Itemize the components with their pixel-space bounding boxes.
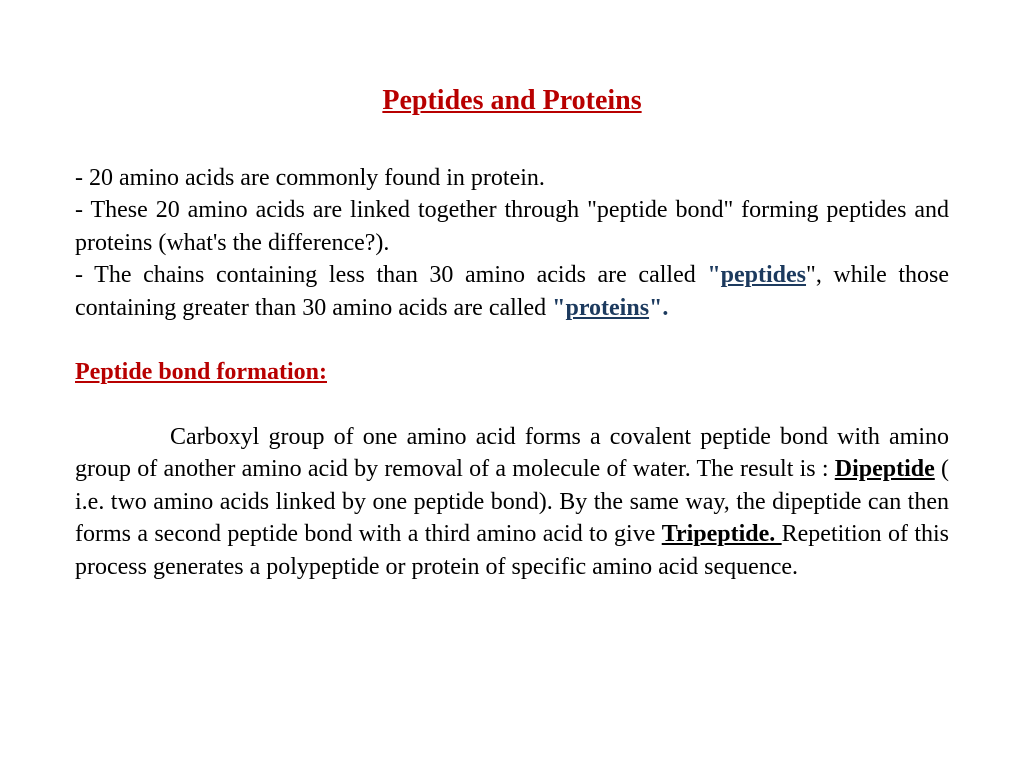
intro-line-1: - 20 amino acids are commonly found in p… [75,165,545,191]
quote-open-1: " [707,262,720,288]
peptides-term: peptides [721,262,806,288]
main-title: Peptides and Proteins [75,85,949,117]
body-part-1: Carboxyl group of one amino acid forms a… [75,424,949,482]
intro-line-2: - These 20 amino acids are linked togeth… [75,197,949,255]
quote-open-2: " [552,295,565,321]
dipeptide-term: Dipeptide [835,456,935,482]
section-heading: Peptide bond formation: [75,359,949,386]
intro-section: - 20 amino acids are commonly found in p… [75,162,949,324]
proteins-term: proteins [565,295,649,321]
quote-close-2: ". [649,295,668,321]
body-paragraph: Carboxyl group of one amino acid forms a… [75,421,949,583]
intro-line-3-start: - The chains containing less than 30 ami… [75,262,707,288]
tripeptide-term: Tripeptide. [662,521,782,547]
